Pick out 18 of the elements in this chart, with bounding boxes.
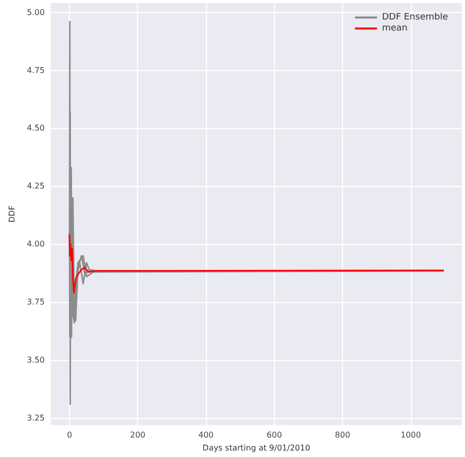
x-tick-label: 0 [66, 430, 72, 440]
x-axis-title: Days starting at 9/01/2010 [202, 444, 310, 452]
y-tick-label: 3.50 [26, 356, 45, 365]
y-tick-label: 4.50 [26, 124, 45, 133]
y-tick-label: 4.75 [26, 66, 45, 75]
x-tick-label: 800 [334, 430, 350, 440]
x-tick-label: 400 [198, 430, 214, 440]
x-tick-label: 600 [266, 430, 282, 440]
y-tick-label: 5.00 [26, 8, 45, 17]
y-tick-label: 3.25 [26, 414, 45, 423]
x-tick-label: 1000 [400, 430, 421, 440]
y-tick-label: 3.75 [26, 298, 45, 307]
y-axis-title: DDF [8, 205, 16, 223]
legend-label: mean [382, 24, 408, 34]
y-tick-label: 4.00 [26, 240, 45, 249]
y-tick-label: 4.25 [26, 182, 45, 191]
x-tick-label: 200 [130, 430, 146, 440]
legend-label: DDF Ensemble [382, 12, 448, 22]
